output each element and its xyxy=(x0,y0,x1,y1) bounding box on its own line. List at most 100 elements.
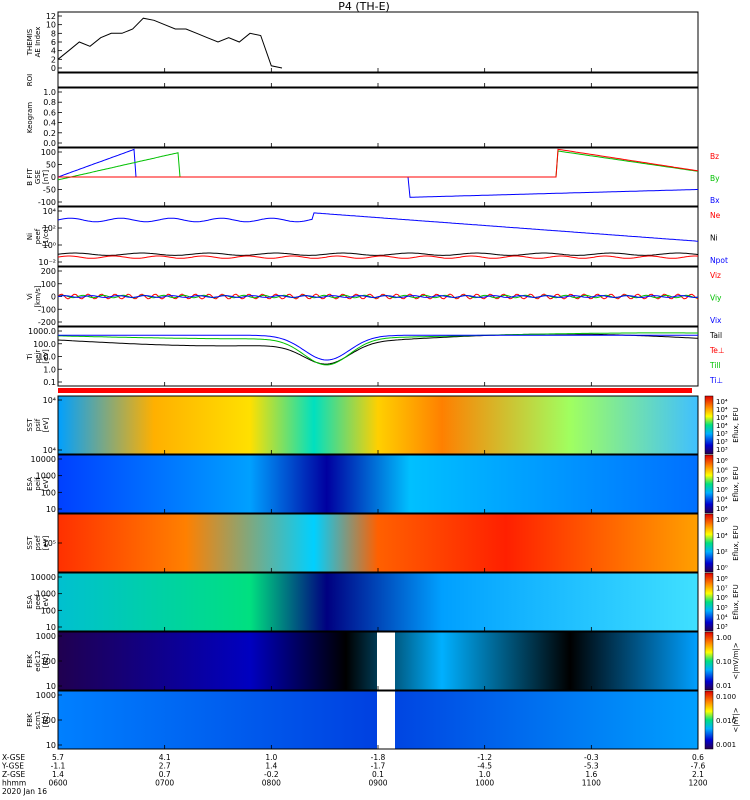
footer-coord: -1.1 xyxy=(51,762,66,771)
panel-ylabel: SST xyxy=(26,418,34,432)
panel-ytick: 200 xyxy=(41,267,56,276)
colorbar-tick: 10⁴ xyxy=(716,505,728,513)
footer-coord: 2.7 xyxy=(159,762,171,771)
quality-bar xyxy=(58,388,692,393)
panel-ytick: 1000.0 xyxy=(28,327,56,336)
panel-ytick: 1.0 xyxy=(43,88,56,97)
panel-ytick: 8 xyxy=(51,29,56,38)
panel-ytick: 0 xyxy=(51,64,56,73)
panel-ytick: 10⁴ xyxy=(43,396,56,405)
series-label: By xyxy=(710,174,720,183)
colorbar-tick: 10⁴ xyxy=(716,398,728,406)
footer-row-label: hhmm xyxy=(2,779,26,788)
sst1-spectrogram xyxy=(58,396,698,454)
panel-ylabel: ESA xyxy=(26,477,34,491)
footer-time: 1200 xyxy=(688,779,707,788)
footer-coord: -1.7 xyxy=(371,762,386,771)
colorbar-tick: 10³ xyxy=(716,438,728,446)
series-label: Till xyxy=(709,361,721,370)
colorbar-tick: 0.010 xyxy=(716,717,736,725)
panel-ytick: -100 xyxy=(38,198,56,207)
colorbar-tick: 10³ xyxy=(716,430,728,438)
footer-time: 0900 xyxy=(368,779,387,788)
panel-ytick: 100 xyxy=(41,280,56,289)
footer-time: 0800 xyxy=(262,779,281,788)
panel-ytick: 10⁴ xyxy=(43,446,56,455)
panel-ylabel: [Hz] xyxy=(42,713,50,728)
footer-coord: -1.8 xyxy=(371,753,386,762)
panel-ylabel: [eV] xyxy=(42,535,50,550)
panel-ytick: 100 xyxy=(41,606,56,615)
panel-ylabel: [km/s] xyxy=(34,285,42,308)
panel-ylabel: Ti xyxy=(26,353,34,360)
vix-trace xyxy=(57,295,699,298)
footer-coord: 1.4 xyxy=(265,762,277,771)
colorbar-tick: 0.001 xyxy=(716,741,736,749)
panel-ytick: 100 xyxy=(41,488,56,497)
panel-ytick: 10⁰ xyxy=(43,241,56,250)
panel-ylabel: [eV] xyxy=(42,594,50,609)
panel-ytick: 0.2 xyxy=(43,129,56,138)
panel-ylabel: Keogram xyxy=(26,102,34,133)
colorbar-tick: 10⁴ xyxy=(716,406,728,414)
panel-ytick: 1.0 xyxy=(43,365,56,374)
npot-trace xyxy=(57,212,699,242)
panel-ytick: 10 xyxy=(46,741,56,750)
till-trace xyxy=(58,332,698,366)
colorbar-fbk2 xyxy=(704,690,714,750)
panel-ylabel: [1/cc] xyxy=(42,226,50,246)
panel-ytick: 100.0 xyxy=(33,340,56,349)
colorbar-sst1 xyxy=(704,395,714,455)
footer-time: 0600 xyxy=(48,779,67,788)
panel-ylabel: Vi xyxy=(26,293,34,300)
colorbar-tick: 10² xyxy=(716,548,728,556)
footer-row-label: Y-GSE xyxy=(1,762,24,771)
footer-coord: 1.0 xyxy=(265,753,277,762)
panel-ytick: 0.1 xyxy=(43,378,56,387)
panel-ylabel: ROI xyxy=(26,74,34,86)
dynamic-layer: THEMIS AE Index121086420ROIKeogram1.00.80… xyxy=(1,11,740,796)
panel-ytick: 1000 xyxy=(36,472,56,481)
panel-ytick: 10 xyxy=(46,505,56,514)
footer-coord: -0.2 xyxy=(264,770,279,779)
series-label: Bz xyxy=(710,152,719,161)
panel-ylabel: psif xyxy=(34,418,42,431)
panel-ytick: 0 xyxy=(51,293,56,302)
colorbar-tick: 0.10 xyxy=(716,658,732,666)
panel-ylabel: B FIT xyxy=(26,168,34,186)
series-label: Ni xyxy=(710,234,718,243)
panel-ytick: 0.4 xyxy=(43,119,56,128)
ae-index-line xyxy=(57,17,283,69)
footer-coord: 1.4 xyxy=(52,770,64,779)
colorbar-label: <|nT|> xyxy=(732,707,740,732)
colorbar-tick: 10³ xyxy=(716,623,728,631)
footer-coord: -7.6 xyxy=(691,762,706,771)
colorbar-tick: 10⁶ xyxy=(716,594,728,602)
plot-title: P4 (TH-E) xyxy=(338,0,390,13)
colorbar-label: Eflux, EFU xyxy=(732,584,740,619)
by-trace xyxy=(57,150,699,181)
panel-frame xyxy=(57,87,699,148)
footer-row-label: 2020 Jan 16 xyxy=(2,787,47,796)
colorbar-tick: 10⁶ xyxy=(716,516,728,524)
footer-time: 1100 xyxy=(582,779,601,788)
panel-ylabel: ESA xyxy=(26,595,34,609)
panel-ytick: 0.0 xyxy=(43,139,56,148)
panel-ytick: 100 xyxy=(41,716,56,725)
colorbar-tick: 10⁰ xyxy=(716,564,728,572)
panel-ytick: -200 xyxy=(38,318,56,327)
series-label: Viy xyxy=(710,294,722,303)
footer-row-label: Z-GSE xyxy=(2,770,26,779)
colorbar-tick: 10⁴ xyxy=(716,495,728,503)
colorbar-tick: 10⁷ xyxy=(716,585,728,593)
footer-coord: -0.3 xyxy=(584,753,599,762)
footer-coord: 1.6 xyxy=(585,770,597,779)
panel-ylabel: FBK xyxy=(26,713,34,727)
tail-trace xyxy=(57,333,699,365)
panel-ytick: 10.0 xyxy=(38,353,56,362)
panel-ylabel: THEMIS xyxy=(26,28,34,56)
panel-ytick: 10⁵ xyxy=(43,539,56,548)
colorbar-tick: 10⁶ xyxy=(716,457,728,465)
panel-ylabel: [nT] xyxy=(42,170,50,184)
